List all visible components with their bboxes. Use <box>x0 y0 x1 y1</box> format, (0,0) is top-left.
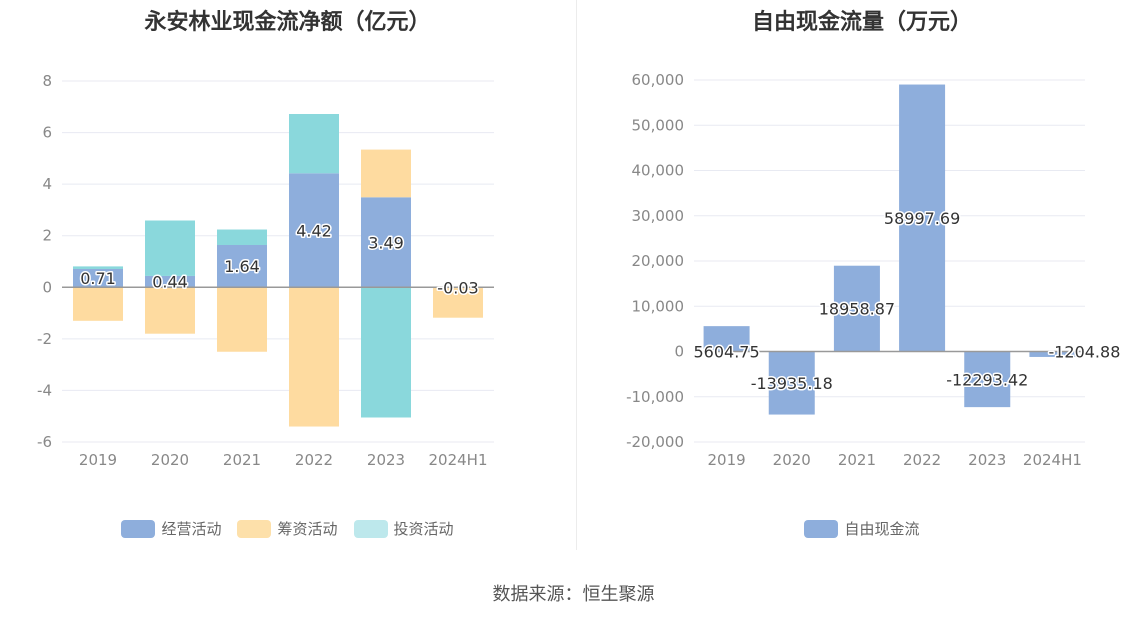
left-chart-legend: 经营活动 筹资活动 投资活动 <box>0 518 575 539</box>
bar-segment <box>217 229 267 245</box>
y-tick-label: -4 <box>37 381 52 399</box>
right-chart-title: 自由现金流量（万元） <box>751 10 972 35</box>
left-chart-title: 永安林业现金流净额（亿元） <box>144 10 431 35</box>
y-tick-label: 50,000 <box>632 116 685 134</box>
data-label: -0.03 <box>437 278 478 297</box>
data-label: 18958.87 <box>819 300 895 319</box>
data-label: 0.44 <box>152 273 188 292</box>
data-label: 3.49 <box>368 233 404 252</box>
y-tick-label: 0 <box>42 278 52 296</box>
bar <box>768 351 815 415</box>
bar-segment <box>289 287 339 427</box>
legend-swatch-investing <box>353 519 388 538</box>
data-label: -12293.42 <box>946 370 1028 389</box>
bar-segment <box>289 173 339 288</box>
y-tick-label: 2 <box>42 227 52 245</box>
right-chart-legend: 自由现金流 <box>577 518 1147 539</box>
legend-item-operating[interactable]: 经营活动 <box>121 518 221 539</box>
y-tick-label: -10,000 <box>626 388 684 406</box>
y-tick-label: 20,000 <box>632 252 685 270</box>
y-tick-label: 40,000 <box>632 162 685 180</box>
data-source-note: 数据来源：恒生聚源 <box>492 584 655 605</box>
x-tick-label: 2020 <box>151 451 189 469</box>
bar <box>964 351 1011 408</box>
bar-segment <box>73 287 123 321</box>
bar-segment <box>145 275 195 288</box>
x-tick-label: 2024H1 <box>429 451 488 469</box>
data-label: -1204.88 <box>1048 343 1120 362</box>
x-tick-label: 2024H1 <box>1023 451 1082 469</box>
legend-label-investing: 投资活动 <box>393 520 454 538</box>
y-tick-label: 0 <box>674 343 684 361</box>
y-tick-label: 60,000 <box>632 71 685 89</box>
x-tick-label: 2019 <box>707 451 745 469</box>
data-label: 0.71 <box>80 269 116 288</box>
right-chart-panel: 自由现金流量（万元） -20,000 -10,000 0 10,000 20,000 30… <box>577 0 1147 560</box>
bar-segment <box>217 287 267 352</box>
x-tick-label: 2019 <box>79 451 117 469</box>
y-tick-label: 30,000 <box>632 207 685 225</box>
x-tick-label: 2021 <box>223 451 261 469</box>
bar-segment <box>289 114 339 174</box>
legend-item-investing[interactable]: 投资活动 <box>353 518 454 539</box>
panel-divider <box>576 0 577 550</box>
y-tick-label: 10,000 <box>632 297 685 315</box>
right-chart-svg: -20,000 -10,000 0 10,000 20,000 30,000 40,000 5… <box>626 71 1122 469</box>
legend-item-financing[interactable]: 筹资活动 <box>237 518 338 539</box>
bar-segment <box>73 266 123 269</box>
data-label: -13935.18 <box>751 374 833 393</box>
bar-segment <box>361 197 411 288</box>
left-chart-panel: 永安林业现金流净额（亿元） -6 -4 -2 0 2 4 6 8 2019 2020 2021 202… <box>0 0 575 560</box>
bar-segment <box>361 149 411 198</box>
bar-segment <box>217 244 267 288</box>
x-tick-label: 2020 <box>773 451 811 469</box>
data-label: 58997.69 <box>884 209 960 228</box>
legend-swatch-financing <box>237 519 272 538</box>
y-tick-label: -2 <box>37 330 52 348</box>
left-chart-svg: -6 -4 -2 0 2 4 6 8 2019 2020 2021 2022 2023 2024H1 0.7… <box>37 72 494 469</box>
bar-segment <box>145 287 195 334</box>
bar-segment <box>73 268 123 288</box>
x-tick-label: 2021 <box>838 451 876 469</box>
legend-item-free-cash-flow[interactable]: 自由现金流 <box>804 518 920 539</box>
y-tick-label: 8 <box>42 72 52 90</box>
x-tick-label: 2023 <box>968 451 1006 469</box>
bar-segment <box>433 288 483 318</box>
bar-segment <box>361 287 411 418</box>
data-label: 5604.75 <box>693 343 759 362</box>
bar <box>1029 351 1076 357</box>
bar <box>833 265 880 352</box>
legend-swatch-operating <box>121 519 156 538</box>
y-tick-label: -20,000 <box>626 433 684 451</box>
bar <box>899 84 946 352</box>
legend-label-free-cash-flow: 自由现金流 <box>844 520 920 538</box>
bar <box>703 326 750 352</box>
legend-label-financing: 筹资活动 <box>277 520 338 538</box>
x-tick-label: 2022 <box>295 451 333 469</box>
x-tick-label: 2023 <box>367 451 405 469</box>
y-tick-label: 4 <box>42 175 52 193</box>
legend-swatch-free-cash-flow <box>804 519 839 538</box>
y-tick-label: 6 <box>42 124 52 142</box>
legend-label-operating: 经营活动 <box>161 520 222 538</box>
data-label: 4.42 <box>296 221 332 240</box>
data-label: 1.64 <box>224 257 260 276</box>
x-tick-label: 2022 <box>903 451 941 469</box>
bar-segment <box>145 220 195 276</box>
y-tick-label: -6 <box>37 433 52 451</box>
